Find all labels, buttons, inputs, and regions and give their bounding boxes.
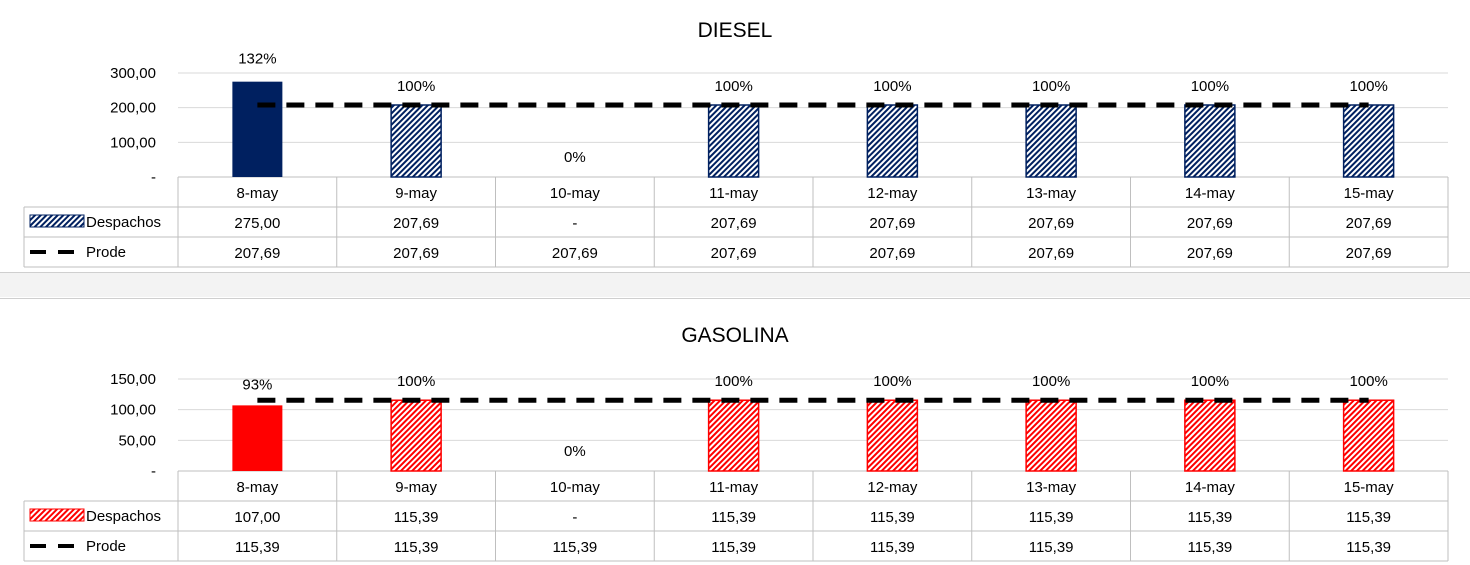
gasolina-category-label: 11-may [709, 479, 758, 496]
diesel-chart: - 100,00 200,00 300,00 8-may 9-may 10-may 11-ma… [23, 51, 1449, 268]
diesel-bar [390, 104, 442, 178]
gasolina-prode-value: 115,39 [1346, 539, 1391, 556]
gasolina-category-label: 13-may [1026, 479, 1077, 496]
gasolina-prode-value: 115,39 [552, 539, 597, 556]
gasolina-category-label: 15-may [1344, 479, 1395, 496]
diesel-bar [866, 104, 919, 178]
diesel-percent-label: 0% [564, 149, 586, 166]
diesel-category-label: 12-may [867, 185, 918, 202]
gasolina-y-tick-label: 100,00 [110, 402, 156, 419]
diesel-percent-label: 100% [714, 78, 752, 95]
gasolina-prode-value: 115,39 [711, 539, 756, 556]
diesel-percent-label: 100% [1032, 78, 1070, 95]
diesel-bar [1025, 104, 1077, 178]
gasolina-despachos-value: 107,00 [234, 509, 280, 526]
gasolina-category-label: 12-may [867, 479, 918, 496]
diesel-percent-label: 100% [397, 78, 435, 95]
gasolina-bar [1342, 399, 1395, 472]
diesel-percent-label: 100% [1349, 78, 1387, 95]
diesel-percent-label: 132% [238, 51, 276, 68]
gasolina-chart-panel: GASOLINA - 50,00 100,00 150,00 8-may 9-may 10-… [0, 298, 1470, 565]
gasolina-legend-despachos-label: Despachos [86, 508, 161, 525]
diesel-legend-despachos-label: Despachos [86, 214, 161, 231]
panel-separator [0, 273, 1470, 297]
gasolina-percent-label: 100% [714, 373, 752, 390]
diesel-bar [707, 104, 760, 178]
gasolina-percent-label: 100% [397, 373, 435, 390]
diesel-category-label: 8-may [237, 185, 279, 202]
diesel-chart-title: DIESEL [697, 19, 773, 42]
diesel-y-tick-label: 100,00 [110, 134, 156, 151]
gasolina-prode-value: 115,39 [394, 539, 439, 556]
gasolina-category-label: 8-may [237, 479, 279, 496]
diesel-percent-label: 100% [1191, 78, 1229, 95]
diesel-despachos-value: 207,69 [393, 215, 439, 232]
gasolina-bar [866, 399, 919, 472]
gasolina-despachos-value: - [572, 509, 577, 526]
gasolina-percent-label: 0% [564, 443, 586, 460]
diesel-despachos-value: 207,69 [711, 215, 757, 232]
diesel-prode-value: 207,69 [552, 245, 598, 262]
gasolina-y-tick-label: 150,00 [110, 371, 156, 388]
gasolina-prode-value: 115,39 [1029, 539, 1074, 556]
gasolina-category-label: 10-may [550, 479, 601, 496]
gasolina-despachos-value: 115,39 [1029, 509, 1074, 526]
gasolina-despachos-value: 115,39 [1346, 509, 1391, 526]
diesel-prode-value: 207,69 [869, 245, 915, 262]
diesel-category-label: 11-may [709, 185, 758, 202]
diesel-despachos-value: 207,69 [869, 215, 915, 232]
gasolina-category-label: 14-may [1185, 479, 1236, 496]
diesel-chart-panel: DIESEL - 100,00 200,00 300,00 8-may 9-may 10-m… [0, 0, 1470, 273]
gasolina-despachos-value: 115,39 [870, 509, 915, 526]
gasolina-prode-value: 115,39 [870, 539, 915, 556]
gasolina-category-label: 9-may [395, 479, 437, 496]
gasolina-prode-value: 115,39 [1187, 539, 1232, 556]
gasolina-percent-label: 93% [242, 376, 272, 393]
gasolina-percent-label: 100% [1191, 373, 1229, 390]
gasolina-bar [707, 399, 760, 472]
diesel-y-tick-label: 300,00 [110, 65, 156, 82]
gasolina-percent-label: 100% [873, 373, 911, 390]
diesel-category-label: 10-may [550, 185, 601, 202]
diesel-y-tick-label: 200,00 [110, 100, 156, 117]
diesel-category-label: 9-may [395, 185, 437, 202]
gasolina-despachos-value: 115,39 [711, 509, 756, 526]
diesel-prode-value: 207,69 [1028, 245, 1074, 262]
diesel-legend-prode-label: Prode [86, 244, 126, 261]
diesel-despachos-value: 207,69 [1028, 215, 1074, 232]
gasolina-legend-despachos-swatch [29, 508, 85, 522]
diesel-category-label: 14-may [1185, 185, 1236, 202]
diesel-despachos-value: 207,69 [1346, 215, 1392, 232]
gasolina-despachos-value: 115,39 [1187, 509, 1232, 526]
diesel-bar [232, 81, 283, 177]
diesel-prode-value: 207,69 [1346, 245, 1392, 262]
gasolina-y-tick-label: 50,00 [118, 432, 156, 449]
diesel-legend-despachos-swatch [29, 214, 85, 228]
gasolina-legend-prode-label: Prode [86, 538, 126, 555]
diesel-bar [1342, 104, 1395, 178]
diesel-percent-label: 100% [873, 78, 911, 95]
gasolina-bar [1184, 399, 1236, 472]
gasolina-prode-value: 115,39 [235, 539, 280, 556]
gasolina-despachos-value: 115,39 [394, 509, 439, 526]
gasolina-percent-label: 100% [1349, 373, 1387, 390]
gasolina-chart-title: GASOLINA [681, 324, 789, 347]
gasolina-chart: - 50,00 100,00 150,00 8-may 9-may 10-may 11-may… [23, 371, 1449, 562]
gasolina-bar [232, 405, 283, 471]
diesel-prode-value: 207,69 [1187, 245, 1233, 262]
diesel-category-label: 13-may [1026, 185, 1077, 202]
diesel-despachos-value: 275,00 [234, 215, 280, 232]
diesel-bar [1184, 104, 1236, 178]
diesel-prode-value: 207,69 [711, 245, 757, 262]
gasolina-bar [390, 399, 442, 472]
gasolina-bar [1025, 399, 1077, 472]
gasolina-percent-label: 100% [1032, 373, 1070, 390]
gasolina-y-tick-label: - [151, 463, 156, 480]
diesel-category-label: 15-may [1344, 185, 1395, 202]
diesel-prode-value: 207,69 [393, 245, 439, 262]
diesel-prode-value: 207,69 [234, 245, 280, 262]
diesel-despachos-value: - [572, 215, 577, 232]
diesel-despachos-value: 207,69 [1187, 215, 1233, 232]
diesel-y-tick-label: - [151, 169, 156, 186]
